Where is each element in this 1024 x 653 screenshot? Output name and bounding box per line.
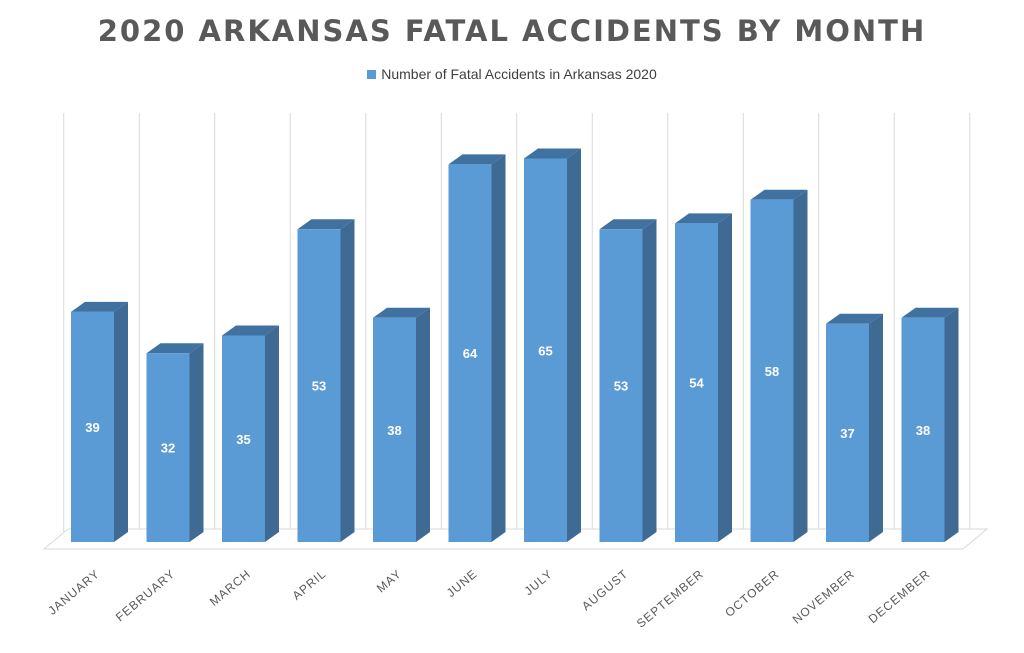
data-label: 32 — [161, 441, 175, 456]
legend-swatch — [367, 69, 377, 79]
bar — [750, 199, 794, 543]
bar-top — [146, 343, 204, 354]
bar-side — [491, 154, 506, 542]
bar-side — [416, 307, 430, 542]
category-label: JUNE — [444, 567, 480, 600]
category-label: MAY — [374, 567, 405, 596]
category-label: OCTOBER — [722, 567, 782, 620]
data-label: 38 — [387, 423, 401, 438]
bar-side — [793, 189, 808, 543]
category-label: JANUARY — [45, 567, 102, 618]
bar — [71, 311, 114, 542]
bar-side — [718, 213, 732, 542]
bar-top — [373, 307, 430, 318]
legend: Number of Fatal Accidents in Arkansas 20… — [0, 66, 1024, 82]
bar — [599, 229, 643, 543]
bar-top — [901, 307, 959, 318]
bar-top — [599, 219, 657, 230]
data-label: 35 — [236, 432, 250, 447]
bar — [524, 158, 567, 542]
bar-top — [675, 213, 732, 224]
category-label: JULY — [522, 567, 556, 599]
bar-top — [222, 325, 279, 336]
bar-side — [189, 343, 204, 542]
bar — [297, 229, 341, 543]
category-label: NOVEMBER — [790, 567, 858, 627]
category-label: MARCH — [207, 567, 254, 609]
bar — [373, 317, 416, 542]
bar — [146, 353, 190, 542]
bar-top — [750, 189, 808, 200]
chart-title: 2020 ARKANSAS FATAL ACCIDENTS BY MONTH — [97, 14, 927, 48]
bar-side — [567, 148, 581, 542]
data-label: 54 — [689, 376, 704, 391]
legend-label: Number of Fatal Accidents in Arkansas 20… — [381, 66, 657, 82]
category-label: APRIL — [290, 567, 329, 603]
bar-side — [265, 325, 279, 542]
bar-top — [71, 301, 128, 312]
bar — [826, 323, 869, 542]
bar-top — [297, 219, 355, 230]
bar-side — [642, 219, 657, 543]
bar — [222, 335, 265, 542]
category-label: FEBRUARY — [113, 567, 178, 625]
bar-side — [114, 301, 128, 542]
data-label: 64 — [463, 346, 478, 361]
bar — [901, 317, 945, 542]
data-label: 58 — [765, 364, 779, 379]
data-label: 39 — [85, 420, 99, 435]
bar-top — [524, 148, 581, 159]
category-label: DECEMBER — [866, 567, 933, 627]
category-label: AUGUST — [579, 567, 631, 614]
category-label: SEPTEMBER — [634, 567, 707, 631]
bar — [448, 164, 492, 542]
data-label: 65 — [538, 343, 552, 358]
data-label: 53 — [312, 379, 326, 394]
bar-side — [869, 313, 883, 542]
bar-top — [826, 313, 883, 324]
data-label: 53 — [614, 379, 628, 394]
data-label: 37 — [840, 426, 854, 441]
bar-top — [448, 154, 506, 165]
bar-side — [944, 307, 959, 542]
data-label: 38 — [916, 423, 930, 438]
bar-side — [340, 219, 355, 543]
bar — [675, 223, 718, 542]
